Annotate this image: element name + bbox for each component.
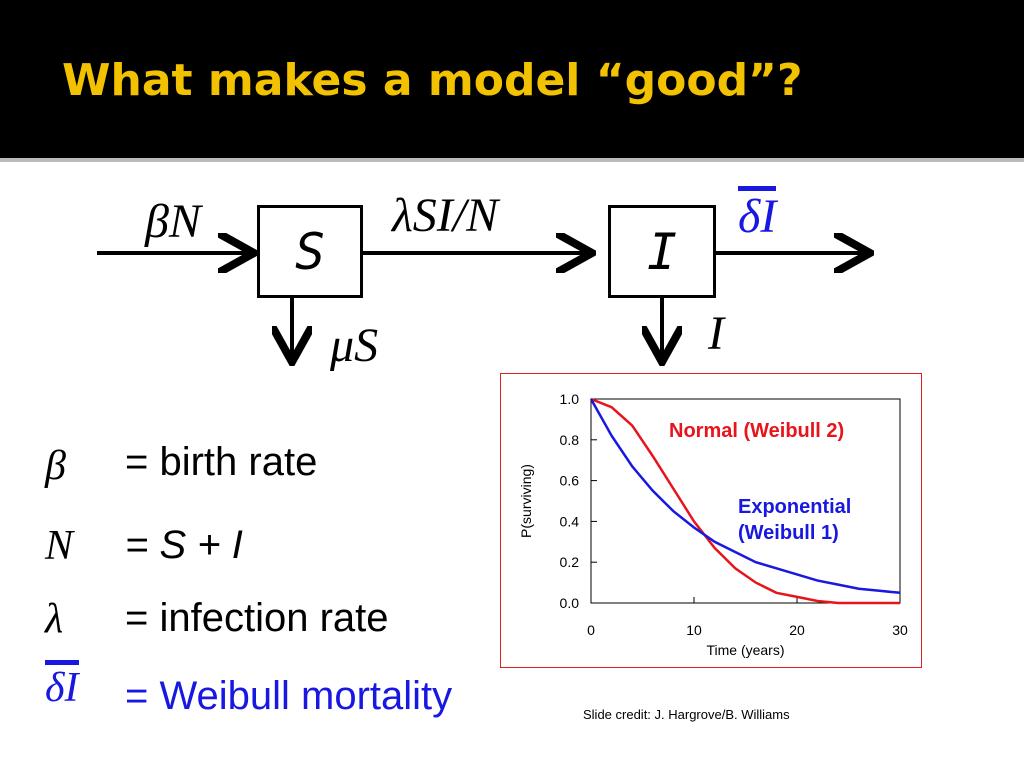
y-tick-label: 0.4 (560, 513, 580, 529)
series-line (589, 398, 901, 595)
def-text: = S + I (125, 523, 243, 567)
y-tick-label: 0.6 (560, 473, 580, 489)
def-symbol: β (45, 443, 66, 489)
header: What makes a model “good”? (0, 0, 1024, 162)
def-text: = infection rate (125, 596, 389, 640)
diagram-arrows (97, 0, 1024, 400)
legend-label: Exponential (Weibull 1) (738, 496, 852, 544)
x-axis-label: Time (years) (706, 642, 784, 658)
chart-svg: 0.0 0.2 0.4 0.6 0.8 1.0 0 10 20 30 Time (years) P(s… (518, 391, 908, 658)
credit: Slide credit: J. Hargrove/B. Williams (583, 707, 790, 722)
plot-frame (590, 398, 901, 604)
x-tick-label: 20 (789, 622, 805, 638)
def-symbol: N (45, 523, 74, 569)
y-tick-label: 0.2 (560, 554, 580, 570)
box-label: S (294, 222, 326, 281)
y-tick-label: 1.0 (560, 391, 580, 407)
x-tick-label: 10 (686, 622, 702, 638)
chart: 0.0 0.2 0.4 0.6 0.8 1.0 0 10 20 30 Time (years) P(s… (500, 373, 922, 668)
i-death-label: I (708, 307, 724, 360)
transfer-label: λSI/N (392, 189, 499, 242)
legend-label: Normal (Weibull 2) (669, 420, 845, 442)
s-death-label: μS (330, 319, 379, 372)
x-tick-label: 0 (587, 622, 595, 638)
def-symbol: δI (45, 660, 79, 709)
def-text: = birth rate (125, 440, 318, 484)
y-tick-label: 0.8 (560, 432, 580, 448)
box-label: I (646, 222, 678, 281)
s-box: S (257, 205, 363, 298)
outflow-label: δI (738, 186, 777, 241)
series-line (590, 397, 900, 605)
title: What makes a model “good”? (62, 55, 803, 106)
y-tick-label: 0.0 (560, 595, 580, 611)
i-box: I (608, 205, 716, 298)
def-text: = Weibull mortality (125, 674, 453, 718)
y-axis-label: P(surviving) (518, 464, 534, 538)
inflow-label: βN (145, 195, 201, 248)
x-tick-label: 30 (892, 622, 908, 638)
def-symbol: λ (45, 596, 64, 642)
